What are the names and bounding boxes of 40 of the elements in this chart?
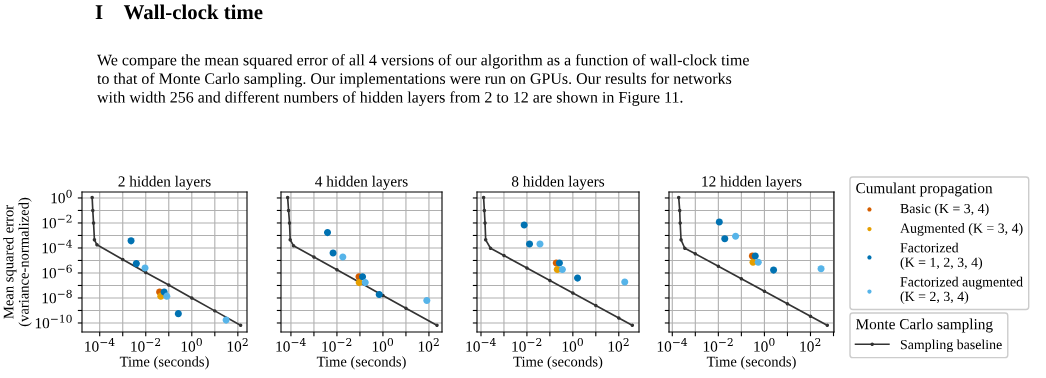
text: Cumulant propagation: [856, 182, 993, 197]
x-tick-label: 10$^{−2}$: [131, 338, 161, 352]
legend-label: Basic (K = 3, 4): [900, 203, 989, 217]
x-axis-title: Time (seconds): [316, 356, 406, 370]
x-tick-label: 10$^{2}$: [418, 338, 439, 352]
y-tick-label: 10$^{−8}$: [42, 289, 72, 304]
x-axis-title: Time (seconds): [119, 356, 209, 370]
x-tick-label: 10$^{0}$: [372, 338, 394, 352]
chart-title: 2 hidden layers: [118, 175, 211, 190]
y-tick-label: 10$^{−6}$: [42, 264, 72, 279]
y-tick-label: 10$^{−10}$: [35, 314, 72, 329]
chart-title: 12 hidden layers: [702, 175, 802, 190]
x-tick-label: 10$^{0}$: [181, 338, 202, 352]
text: We compare the mean squared error of all 4 versions of our algorithm as a function of wall-clock time to that of Monte Carlo sampling. Our implementations were run on GPUs. Our results for networks with width 256 and different numbers of hidden layers from 2 to 12 are shown in Figure 11.: [97, 54, 749, 106]
text: Monte Carlo sampling: [855, 318, 993, 333]
x-tick-label: 10$^{−4}$: [85, 338, 115, 352]
legend-label: Factorized (K = 1, 2, 3, 4): [900, 242, 983, 270]
x-tick-label: 10$^{0}$: [562, 338, 583, 352]
x-tick-label: 10$^{−2}$: [512, 338, 542, 352]
x-axis-title: Time (seconds): [706, 356, 796, 370]
chart-title: 8 hidden layers: [511, 175, 605, 190]
chart-title: 4 hidden layers: [315, 175, 408, 190]
x-tick-label: 10$^{−2}$: [703, 338, 733, 352]
x-axis-title: Time (seconds): [513, 356, 603, 370]
x-tick-label: 10$^{−4}$: [466, 338, 496, 352]
legend-label: Factorized augmented (K = 2, 3, 4): [900, 276, 1023, 304]
y-tick-label: 10$^{0}$: [51, 189, 72, 204]
y-axis-title: Mean squared error (variance-normalized): [3, 197, 32, 327]
x-tick-label: 10$^{2}$: [608, 338, 629, 352]
x-tick-label: 10$^{0}$: [754, 338, 775, 352]
x-tick-label: 10$^{−4}$: [276, 338, 306, 352]
legend-label: Sampling baseline: [900, 339, 1002, 353]
text: I Wall-clock time: [95, 4, 263, 20]
x-tick-label: 10$^{2}$: [800, 338, 821, 352]
y-tick-label: 10$^{−2}$: [42, 214, 72, 229]
x-tick-label: 10$^{−2}$: [322, 338, 352, 352]
x-tick-label: 10$^{2}$: [227, 338, 248, 352]
legend-label: Augmented (K = 3, 4): [900, 223, 1023, 236]
y-tick-label: 10$^{−4}$: [42, 239, 72, 254]
x-tick-label: 10$^{−4}$: [657, 338, 688, 352]
